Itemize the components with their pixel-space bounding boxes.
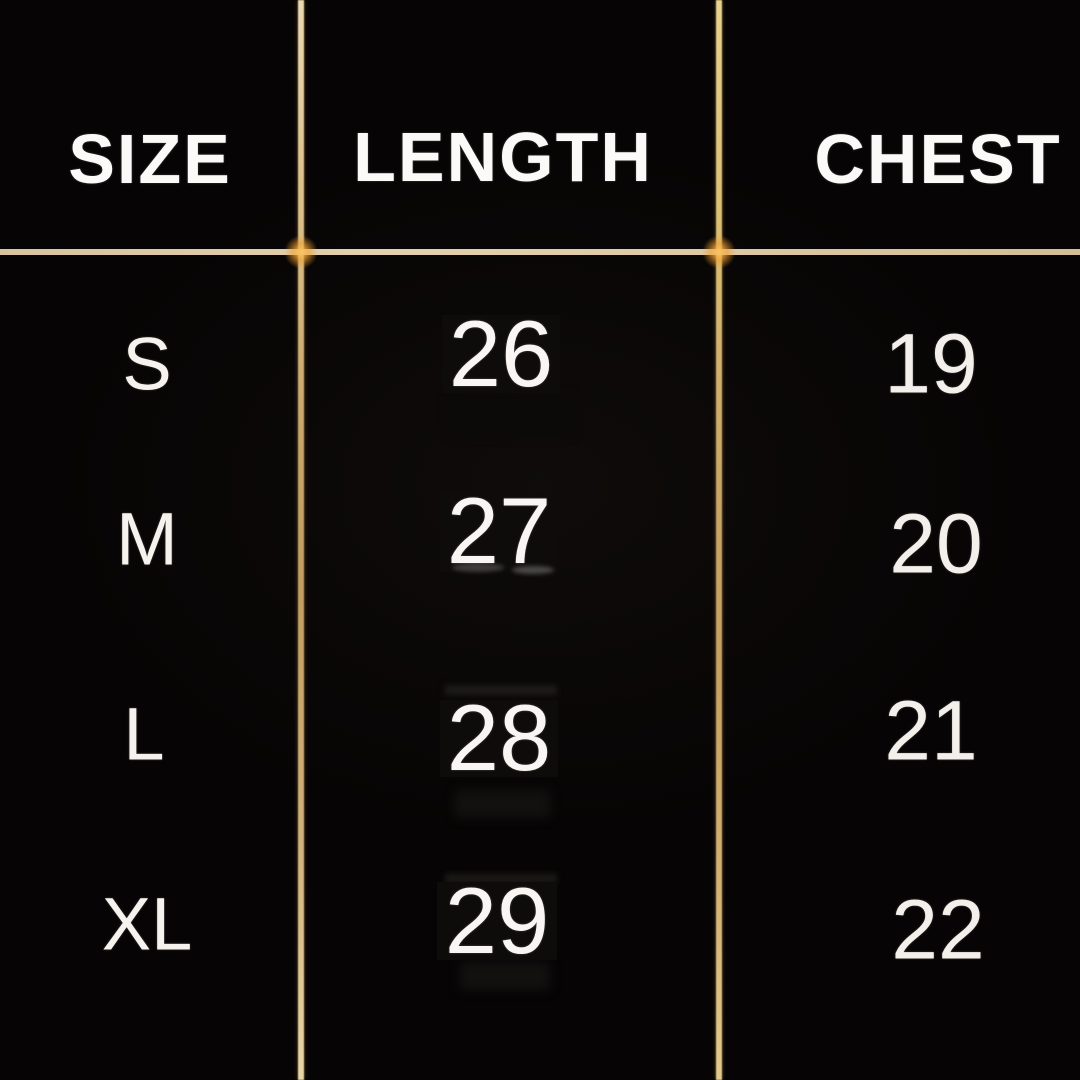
horizontal-grid-line [0,249,1080,255]
vertical-grid-line-right [716,0,722,1080]
column-header-size: SIZE [68,120,232,198]
edit-remnant [455,790,550,818]
size-cell-s: S [122,322,172,406]
chest-cell-l: 21 [884,683,978,778]
column-header-length: LENGTH [353,118,653,196]
length-cell-s: 26 [448,301,554,406]
length-cell-xl: 29 [444,868,550,973]
size-cell-xl: XL [101,882,193,966]
length-cell-l: 28 [446,685,552,790]
size-cell-l: L [123,692,165,776]
length-cell-m: 27 [446,478,552,583]
length-value-patch [440,700,558,777]
chest-cell-xl: 22 [891,882,985,977]
chest-cell-s: 19 [884,316,978,411]
size-cell-m: M [116,497,178,581]
length-value-patch [440,492,558,572]
chest-cell-m: 20 [889,496,983,591]
length-value-patch [437,882,557,960]
column-header-chest: CHEST [814,120,1062,198]
length-value-patch [442,315,560,393]
vertical-grid-line-left [298,0,304,1080]
